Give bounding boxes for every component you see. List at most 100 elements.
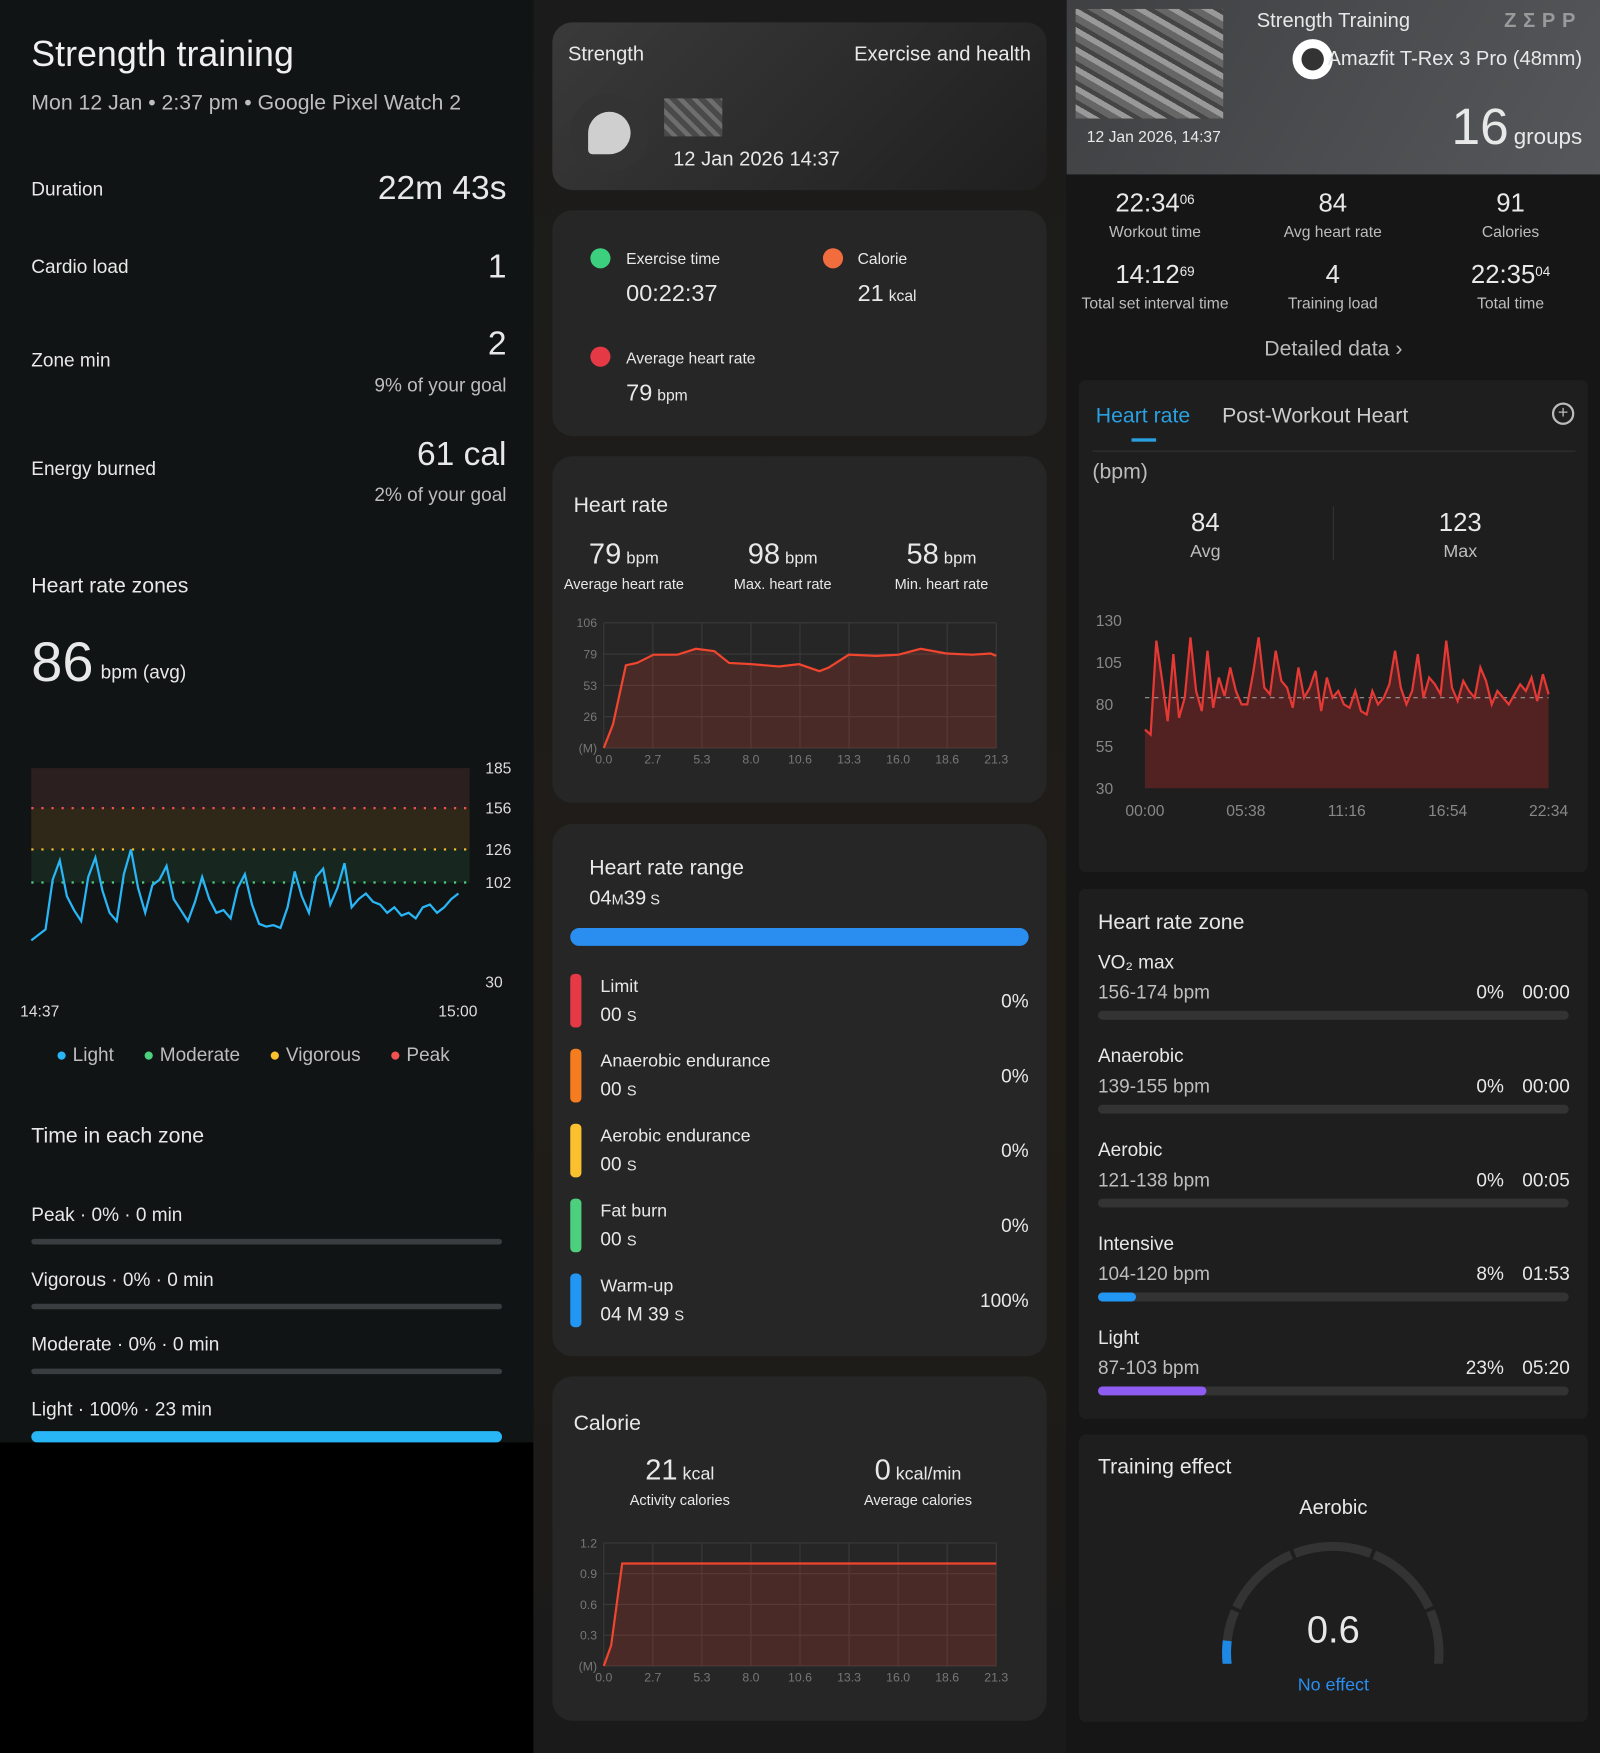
workout-stat: 14:1269 Total set interval time — [1081, 259, 1229, 312]
y-tick-label: 105 — [1096, 655, 1122, 672]
zone-progress-bar — [1097, 1104, 1569, 1114]
legend-light: ● Light — [55, 1044, 114, 1066]
y-tick-label: 156 — [485, 801, 511, 818]
y-tick-label: 30 — [485, 974, 503, 991]
huawei-health-panel: Strength Exercise and health 12 Jan 2026… — [533, 0, 1067, 1753]
exercise-time-value: 00:22:37 — [626, 280, 718, 307]
zone-color-bar — [570, 1273, 582, 1328]
hr-line — [1144, 637, 1550, 737]
workout-datetime: 12 Jan 2026 14:37 — [673, 147, 840, 170]
exercise-time-label: Exercise time — [626, 249, 721, 268]
metric-label: Energy burned — [31, 458, 157, 480]
tab-post-workout-heart[interactable]: Post-Workout Heart — [1222, 404, 1409, 429]
page-title: Strength training — [31, 33, 294, 74]
zone-time-bar — [31, 1303, 503, 1310]
y-tick-label: 30 — [1096, 781, 1114, 798]
area-fill — [603, 1563, 997, 1666]
zepp-logo: ZΣPP — [1504, 8, 1583, 32]
workout-stat: 84 Avg heart rate — [1283, 187, 1382, 241]
chart-legend: ● Light ● Moderate ● Vigorous ● Peak — [56, 1044, 450, 1066]
zone-progress-bar — [1097, 1198, 1569, 1208]
y-tick-label: 53 — [583, 679, 597, 693]
card-title: Heart rate range — [589, 856, 744, 880]
hr-stat: 98 bpm Max. heart rate — [733, 536, 832, 593]
zepp-hr-chart: 130 105 80 55 30 00:00 05:38 11:16 16:54 22:34 — [1096, 613, 1569, 820]
avg-hr-unit: bpm (avg) — [100, 661, 187, 684]
x-tick-label: 10.6 — [788, 753, 812, 767]
zone-color-bar — [570, 1048, 582, 1103]
energy-goal: 2% of your goal — [374, 484, 507, 506]
clock-icon — [590, 248, 611, 269]
gauge-segment — [1232, 1550, 1294, 1610]
moderate-zone-band — [31, 849, 470, 883]
pixel-watch-panel: Strength training Mon 12 Jan • 2:37 pm •… — [0, 0, 534, 1443]
zone-time: 00:00 — [1522, 1075, 1570, 1097]
effect-status: No effect — [1297, 1676, 1369, 1696]
route-thumbnail — [664, 98, 723, 137]
vigorous-zone-band — [31, 808, 470, 850]
hr-zones-chart: 185 156 126 102 30 14:37 15:00 — [20, 761, 512, 1021]
x-tick-label: 05:38 — [1226, 803, 1265, 820]
calorie-label: Calorie — [857, 249, 908, 268]
x-tick-label: 5.3 — [693, 1671, 710, 1685]
tab-heart-rate[interactable]: Heart rate — [1095, 404, 1191, 429]
workout-subtitle: Mon 12 Jan • 2:37 pm • Google Pixel Watc… — [31, 91, 462, 116]
x-tick-label: 0.0 — [595, 753, 612, 767]
zepp-header: 12 Jan 2026, 14:37 Strength Training ZΣP… — [1066, 0, 1600, 175]
data-line — [602, 1562, 997, 1667]
zone-time: 00:00 — [1522, 981, 1570, 1003]
calorie-value: 21 kcal — [857, 280, 917, 307]
zone-name: Light — [1097, 1327, 1140, 1349]
zone-percent: 23% — [1465, 1357, 1504, 1379]
gauge-segment — [1293, 1541, 1373, 1558]
hr-stat: 79 bpm Average heart rate — [563, 536, 684, 593]
x-tick-label: 00:00 — [1125, 803, 1164, 820]
card-title: Heart rate zone — [1097, 911, 1245, 935]
y-tick-label: 0.6 — [580, 1598, 597, 1612]
x-tick-label: 14:37 — [20, 1003, 59, 1020]
heart-rate-chart: 0.0 2.7 5.3 8.0 10.6 13.3 16.0 18.6 21.3 106 79 53 2… — [577, 616, 1009, 767]
y-tick-label: 1.2 — [580, 1536, 597, 1550]
zoom-in-icon[interactable]: + — [1551, 402, 1575, 425]
zone-name: VO₂ max — [1097, 951, 1175, 973]
section-heading: Time in each zone — [31, 1124, 205, 1149]
legend-vigorous: ● Vigorous — [269, 1044, 361, 1066]
x-tick-label: 15:00 — [438, 1003, 477, 1020]
training-effect-card: Training effect Aerobic 0.6 No effect — [1078, 1434, 1588, 1722]
range-progress-bar — [570, 928, 1029, 946]
avg-hr-value: 86 — [31, 630, 94, 694]
zone-range: 104-120 bpm — [1097, 1263, 1211, 1285]
zone-percent: 0% — [1001, 1140, 1029, 1162]
x-tick-label: 11:16 — [1328, 803, 1366, 820]
zone-name: Warm-up — [600, 1276, 674, 1296]
flame-icon — [822, 248, 844, 269]
x-tick-label: 2.7 — [644, 1671, 661, 1685]
zone-time: 01:53 — [1522, 1263, 1570, 1285]
zone-time: 00 S — [600, 1004, 637, 1026]
avg-value: 84 — [1191, 507, 1220, 537]
zone-min-value: 2 — [487, 325, 507, 363]
groups-count: 16 groups — [1451, 97, 1583, 156]
hr-line — [30, 849, 460, 942]
effect-value: 0.6 — [1306, 1608, 1360, 1652]
area-fill — [1144, 637, 1549, 789]
y-tick-label: (M) — [579, 741, 597, 755]
detailed-data-link[interactable]: Detailed data › — [1264, 337, 1403, 362]
zone-name: Anaerobic endurance — [600, 1052, 771, 1072]
avg-hr-label: Average heart rate — [626, 348, 756, 367]
zone-percent: 0% — [1476, 1169, 1504, 1191]
heart-rate-range-card: Heart rate range 04M39 S Limit 00 S 0% Anae… — [552, 824, 1047, 1357]
y-tick-label: 55 — [1096, 739, 1114, 756]
workout-stat: 22:3504 Total time — [1470, 259, 1551, 312]
hr-zone-card: Heart rate zone VO₂ max 156-174 bpm 0% 00:0… — [1078, 888, 1588, 1419]
workout-datetime: 12 Jan 2026, 14:37 — [1086, 127, 1221, 146]
card-title: Heart rate — [573, 494, 669, 518]
y-tick-label: 0.9 — [580, 1567, 597, 1581]
metric-label: Duration — [31, 178, 104, 201]
zone-time-bar — [31, 1431, 503, 1443]
heart-icon — [590, 346, 611, 367]
data-line — [602, 647, 997, 749]
zone-percent: 0% — [1001, 1065, 1029, 1087]
metric-label: Zone min — [31, 349, 111, 372]
exercise-health-link[interactable]: Exercise and health — [854, 42, 1031, 65]
